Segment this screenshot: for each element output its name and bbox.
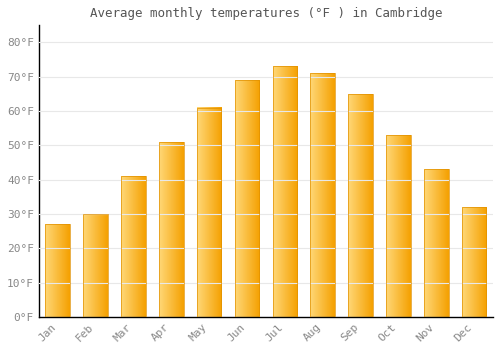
Bar xyxy=(272,66,297,317)
Bar xyxy=(462,207,486,317)
Bar xyxy=(348,94,373,317)
Bar xyxy=(310,73,335,317)
Bar xyxy=(121,176,146,317)
Bar xyxy=(46,224,70,317)
Bar xyxy=(234,80,260,317)
Bar xyxy=(84,214,108,317)
Bar xyxy=(197,107,222,317)
Bar xyxy=(159,142,184,317)
Title: Average monthly temperatures (°F ) in Cambridge: Average monthly temperatures (°F ) in Ca… xyxy=(90,7,442,20)
Bar xyxy=(386,135,410,317)
Bar xyxy=(424,169,448,317)
